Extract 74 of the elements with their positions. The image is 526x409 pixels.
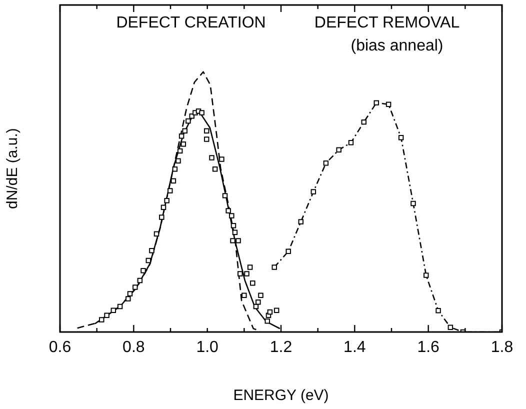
point <box>244 271 250 276</box>
x-tick-label: 0.8 <box>122 339 145 356</box>
point <box>199 110 204 116</box>
point <box>232 230 238 235</box>
point <box>177 148 183 154</box>
x-tick-label: 1.2 <box>270 339 292 356</box>
point <box>186 118 191 124</box>
point <box>323 160 329 166</box>
point <box>410 200 416 206</box>
point <box>222 193 228 198</box>
point <box>229 213 234 218</box>
point <box>424 272 429 278</box>
point <box>386 102 392 107</box>
point <box>99 317 104 322</box>
point <box>126 296 131 302</box>
x-tick-label: 1.6 <box>417 339 440 356</box>
point <box>436 308 441 314</box>
point <box>236 238 241 244</box>
point <box>132 284 138 290</box>
point <box>149 248 154 254</box>
point <box>237 271 243 276</box>
point <box>298 219 304 224</box>
text: DEFECT CREATION <box>116 14 266 32</box>
point <box>160 204 166 210</box>
point <box>154 231 160 237</box>
point <box>117 304 123 310</box>
point <box>170 178 176 184</box>
x-tick-label: 1.4 <box>344 339 366 356</box>
point <box>336 147 342 153</box>
point <box>274 308 280 314</box>
point <box>172 166 178 172</box>
x-tick-label: 1.8 <box>490 339 514 356</box>
point <box>398 135 404 140</box>
point <box>361 119 366 125</box>
point <box>212 166 218 172</box>
point <box>250 280 256 286</box>
point <box>159 214 164 220</box>
point <box>182 128 188 134</box>
point <box>219 156 224 162</box>
point <box>272 264 277 270</box>
point <box>140 268 146 274</box>
point <box>242 292 247 298</box>
y-axis-title: dN/dE (a.u.) <box>4 128 22 209</box>
point <box>310 189 316 194</box>
point <box>226 208 231 214</box>
point <box>127 291 133 296</box>
point <box>209 155 214 160</box>
point <box>256 299 261 305</box>
point <box>448 324 454 330</box>
point <box>267 309 273 315</box>
point <box>164 198 170 204</box>
point <box>176 158 181 164</box>
point <box>286 248 291 254</box>
point <box>204 136 210 142</box>
point <box>374 100 380 106</box>
point <box>247 264 253 270</box>
point <box>230 238 236 244</box>
point <box>168 188 173 194</box>
point <box>264 318 270 324</box>
point <box>178 133 184 139</box>
x-tick-label: 1.0 <box>196 339 219 356</box>
point <box>110 308 116 314</box>
text: (bias anneal) <box>350 37 444 54</box>
point <box>146 258 152 264</box>
text: DEFECT REMOVAL <box>314 14 460 32</box>
x-tick-label: 0.6 <box>48 339 72 356</box>
point <box>180 142 186 147</box>
point <box>104 312 110 318</box>
point <box>258 292 264 298</box>
point <box>230 222 236 228</box>
point <box>137 278 143 284</box>
point <box>348 140 354 146</box>
x-axis-title: ENERGY (eV) <box>233 387 329 404</box>
point <box>204 128 210 134</box>
